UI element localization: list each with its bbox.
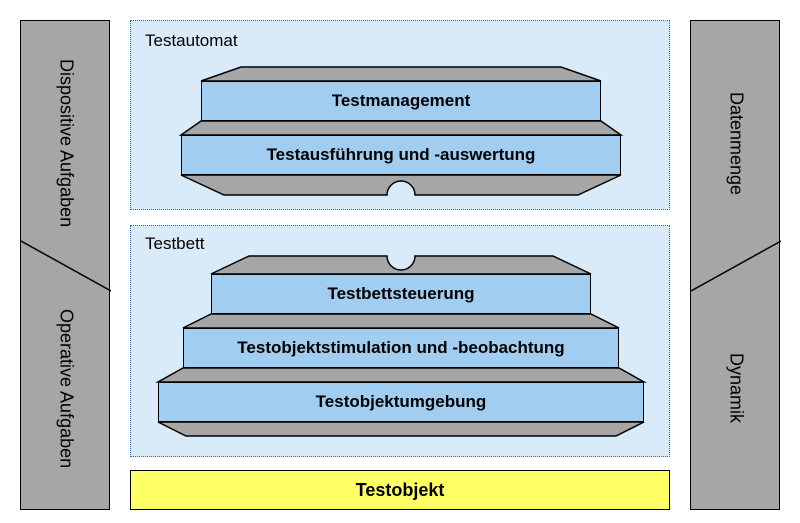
testautomat-layer-1: Testausführung und -auswertung: [181, 135, 621, 175]
testbett-box: TestbettTestbettsteuerungTestobjektstimu…: [130, 225, 670, 457]
testobjekt-bar: Testobjekt: [130, 470, 670, 510]
left-panel-bottom-label: Operative Aufgaben: [21, 266, 111, 511]
right-panel-bottom-label: Dynamik: [691, 266, 781, 511]
testbett-layer-1: Testobjektstimulation und -beobachtung: [183, 328, 619, 368]
testbett-layer-2: Testobjektumgebung: [158, 382, 644, 422]
right-panel-top-label: Datenmenge: [691, 21, 781, 266]
right-panel: DatenmengeDynamik: [690, 20, 780, 510]
testbett-layer-0: Testbettsteuerung: [211, 274, 591, 314]
left-panel: Dispositive AufgabenOperative Aufgaben: [20, 20, 110, 510]
testautomat-layer-0: Testmanagement: [201, 81, 601, 121]
left-panel-top-label: Dispositive Aufgaben: [21, 21, 111, 266]
diagram-stage: Dispositive AufgabenOperative Aufgaben Da…: [0, 0, 800, 523]
testautomat-box: TestautomatTestmanagementTestausführung …: [130, 20, 670, 210]
